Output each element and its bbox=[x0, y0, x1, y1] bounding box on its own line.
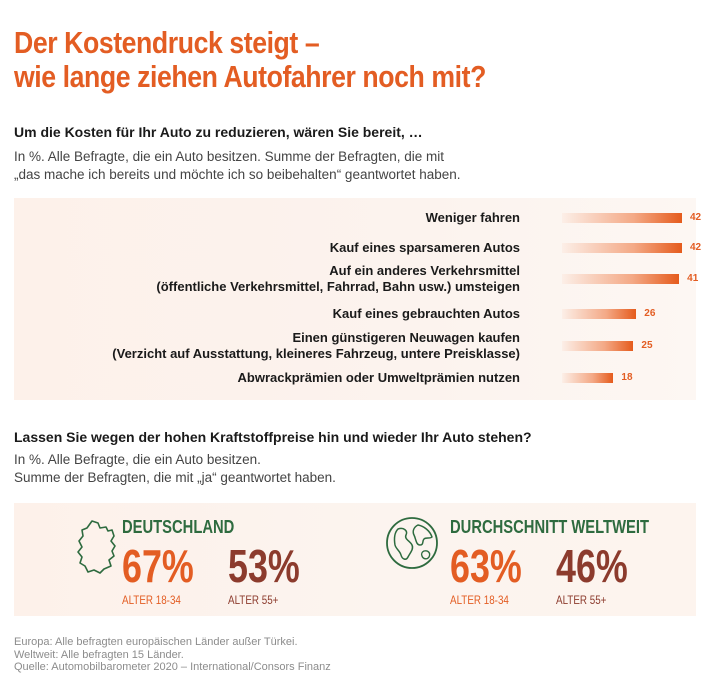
bar-label: Abwrackprämien oder Umweltprämien nutzen bbox=[238, 370, 520, 386]
bar-label: Kauf eines sparsameren Autos bbox=[330, 240, 520, 256]
bar-label-line: (öffentliche Verkehrsmittel, Fahrrad, Ba… bbox=[156, 279, 520, 294]
bar bbox=[562, 309, 637, 319]
bar bbox=[562, 243, 682, 253]
bar-value-label: 42 bbox=[690, 212, 702, 223]
footer-notes: Europa: Alle befragten europäischen Länd… bbox=[14, 636, 331, 674]
stat-germany-55: 53% bbox=[228, 540, 300, 592]
bar-label-line: Weniger fahren bbox=[425, 210, 520, 225]
region-title-germany: DEUTSCHLAND bbox=[122, 517, 235, 537]
question-2-note: In %. Alle Befragte, die ein Auto besitz… bbox=[14, 451, 336, 487]
stat-label-germany-18-34: ALTER 18-34 bbox=[122, 593, 181, 607]
bar bbox=[562, 373, 614, 383]
bar-label: Auf ein anderes Verkehrsmittel (öffentlic… bbox=[156, 263, 520, 295]
bar-value-label: 25 bbox=[641, 340, 653, 351]
footer-line-europe: Europa: Alle befragten europäischen Länd… bbox=[14, 636, 298, 648]
bar-value-label: 42 bbox=[690, 242, 702, 253]
bar-chart-panel: Weniger fahren 42 Kauf eines sparsameren A… bbox=[14, 198, 701, 400]
stat-world-55: 46% bbox=[556, 540, 628, 592]
footer-line-world: Weltweit: Alle befragten 15 Länder. bbox=[14, 648, 184, 661]
page-title: Der Kostendruck steigt – wie lange ziehe… bbox=[14, 26, 599, 94]
bar-label-line: Auf ein anderes Verkehrsmittel bbox=[329, 263, 520, 278]
stat-world-18-34: 63% bbox=[450, 540, 522, 592]
bar-label-line: Abwrackprämien oder Umweltprämien nutzen bbox=[237, 370, 520, 385]
stat-germany-18-34: 67% bbox=[122, 540, 194, 592]
title-line-1: Der Kostendruck steigt – bbox=[14, 25, 320, 60]
bar bbox=[562, 213, 682, 223]
globe-icon bbox=[384, 515, 440, 576]
bar-value-label: 18 bbox=[621, 372, 633, 383]
stat-label-germany-55: ALTER 55+ bbox=[228, 593, 279, 607]
bar-label: Einen günstigeren Neuwagen kaufen (Verzic… bbox=[112, 330, 520, 362]
stats-panel: DEUTSCHLAND 67% ALTER 18-34 53% ALTER 55… bbox=[14, 503, 696, 616]
bar-value-label: 41 bbox=[687, 273, 699, 284]
bar-label-line: Kauf eines sparsameren Autos bbox=[329, 240, 520, 255]
bar-label-line: (Verzicht auf Ausstattung, kleineres Fah… bbox=[112, 346, 520, 361]
bar-label-line: Kauf eines gebrauchten Autos bbox=[332, 306, 520, 321]
bar bbox=[562, 341, 634, 351]
title-line-2: wie lange ziehen Autofahrer noch mit? bbox=[14, 59, 486, 94]
bar-label: Kauf eines gebrauchten Autos bbox=[333, 306, 520, 322]
bar-value-label: 26 bbox=[644, 308, 656, 319]
question-1-note-line-1: In %. Alle Befragte, die ein Auto besitz… bbox=[14, 149, 444, 164]
question-1-note-line-2: „das mache ich bereits und möchte ich so… bbox=[14, 167, 461, 182]
footer-line-source: Quelle: Automobilbarometer 2020 – Intern… bbox=[14, 661, 331, 673]
question-2-note-line-2: Summe der Befragten, die mit „ja“ geantw… bbox=[14, 470, 336, 485]
germany-map-icon bbox=[74, 519, 120, 580]
bar-label: Weniger fahren bbox=[426, 210, 520, 226]
bar-label-line: Einen günstigeren Neuwagen kaufen bbox=[292, 330, 520, 345]
region-title-world: DURCHSCHNITT WELTWEIT bbox=[450, 517, 649, 537]
stat-label-world-18-34: ALTER 18-34 bbox=[450, 593, 509, 607]
question-1-note: In %. Alle Befragte, die ein Auto besitz… bbox=[14, 148, 461, 184]
stat-label-world-55: ALTER 55+ bbox=[556, 593, 607, 607]
question-2: Lassen Sie wegen der hohen Kraftstoffpre… bbox=[14, 429, 532, 445]
question-1: Um die Kosten für Ihr Auto zu reduzieren… bbox=[14, 124, 423, 140]
question-2-note-line-1: In %. Alle Befragte, die ein Auto besitz… bbox=[14, 452, 261, 467]
bar bbox=[562, 274, 680, 284]
